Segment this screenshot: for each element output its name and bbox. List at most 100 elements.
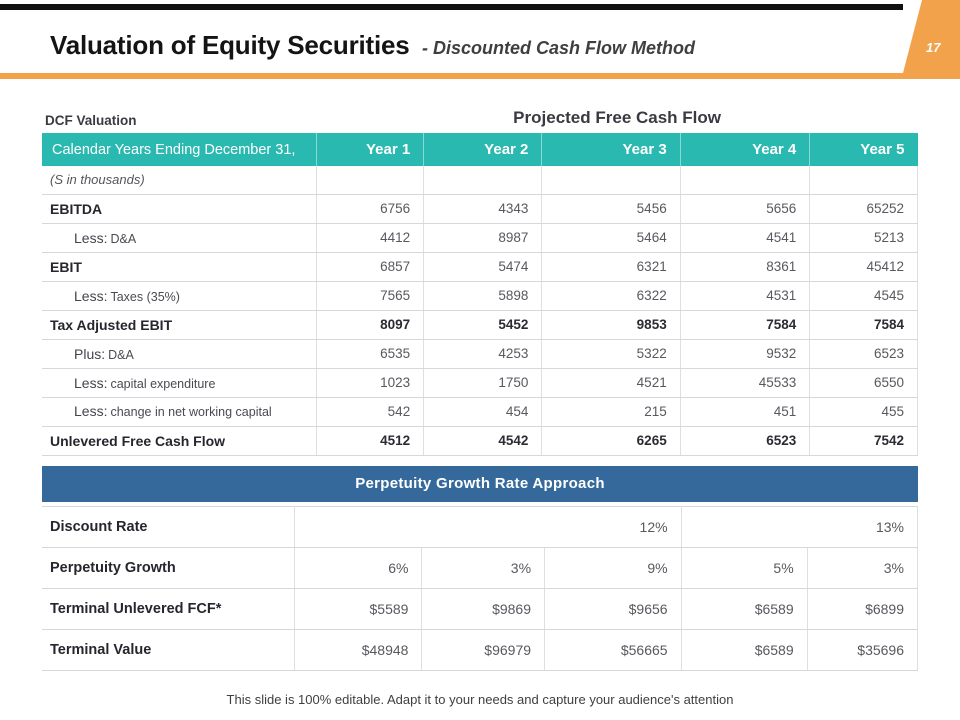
- dcf-valuation-label: DCF Valuation: [45, 113, 137, 128]
- value-cell: 5898: [423, 281, 543, 311]
- perpetuity-section-title: Perpetuity Growth Rate Approach: [42, 465, 918, 502]
- row-label-text: capital expenditure: [110, 376, 216, 391]
- value-cell: 6322: [541, 281, 681, 311]
- page-subtitle: - Discounted Cash Flow Method: [421, 38, 695, 58]
- value-cell: 45412: [809, 252, 918, 282]
- editable-note: This slide is 100% editable. Adapt it to…: [226, 692, 734, 707]
- value-cell: 4531: [680, 281, 811, 311]
- value-cell: 6535: [316, 339, 425, 369]
- value-cell: 4521: [541, 368, 681, 398]
- row-label: Perpetuity Growth: [42, 547, 295, 589]
- table-row-ebit: EBIT 6857 5474 6321 8361 45412: [42, 252, 918, 282]
- value-cell: 5456: [541, 194, 681, 224]
- row-label-prefix: Plus:: [74, 345, 106, 362]
- row-label-text: EBIT: [50, 258, 82, 275]
- value-cell: 5452: [423, 310, 543, 340]
- row-label-text: Taxes (35%): [110, 289, 180, 304]
- top-accent-bar: [0, 4, 903, 10]
- value-cell: 7584: [680, 310, 811, 340]
- value-cell: 1750: [423, 368, 543, 398]
- value-cell: 9%: [544, 547, 682, 589]
- units-row: (S in thousands): [42, 166, 918, 195]
- row-label: Tax Adjusted EBIT: [42, 310, 317, 340]
- row-label-text: D&A: [108, 347, 134, 362]
- row-label: Less: change in net working capital: [42, 397, 317, 427]
- empty-cell: [316, 166, 425, 195]
- value-cell: 4542: [423, 426, 543, 456]
- value-cell: $5589: [294, 588, 423, 630]
- row-label-text: EBITDA: [50, 200, 103, 217]
- row-label-text: change in net working capital: [110, 404, 272, 419]
- slide-content: DCF Valuation Projected Free Cash Flow C…: [42, 108, 919, 671]
- value-cell: $35696: [807, 629, 919, 671]
- dcf-table-heading: DCF Valuation Projected Free Cash Flow: [42, 108, 918, 128]
- value-cell: 5464: [541, 223, 681, 253]
- table-row-ebitda: EBITDA 6756 4343 5456 5656 65252: [42, 194, 918, 224]
- value-cell: 9532: [680, 339, 811, 369]
- value-cell: $48948: [294, 629, 423, 671]
- value-cell: 9853: [541, 310, 681, 340]
- value-cell: 6265: [541, 426, 681, 456]
- table-row-tax-adjusted-ebit: Tax Adjusted EBIT 8097 5452 9853 7584 75…: [42, 310, 918, 340]
- row-label: Discount Rate: [42, 505, 295, 548]
- value-cell: $96979: [421, 629, 546, 671]
- header-divider: [0, 73, 960, 79]
- table-row-less-taxes: Less: Taxes (35%) 7565 5898 6322 4531 454…: [42, 281, 918, 311]
- value-cell: 6%: [294, 547, 423, 589]
- row-label: Less: capital expenditure: [42, 368, 317, 398]
- empty-cell: [423, 166, 543, 195]
- value-cell: 1023: [316, 368, 425, 398]
- table-row-perpetuity-growth: Perpetuity Growth 6% 3% 9% 5% 3%: [42, 547, 919, 589]
- row-label-prefix: Less:: [74, 374, 108, 391]
- row-label-text: Tax Adjusted EBIT: [50, 316, 173, 333]
- table-row-unlevered-fcf: Unlevered Free Cash Flow 4512 4542 6265 …: [42, 426, 918, 456]
- row-label-text: Unlevered Free Cash Flow: [50, 432, 226, 449]
- empty-cell: [541, 166, 681, 195]
- value-cell: 4545: [809, 281, 918, 311]
- table-row-terminal-value: Terminal Value $48948 $96979 $56665 $658…: [42, 629, 919, 671]
- value-cell: 7542: [809, 426, 918, 456]
- row-label: Unlevered Free Cash Flow: [42, 426, 317, 456]
- row-label: Less: D&A: [42, 223, 317, 253]
- header-cell-year2: Year 2: [423, 133, 543, 166]
- row-label: Plus: D&A: [42, 339, 317, 369]
- value-cell: 7565: [316, 281, 425, 311]
- page-number: 17: [926, 40, 941, 55]
- value-cell: 5213: [809, 223, 918, 253]
- value-cell: $6589: [681, 588, 808, 630]
- value-cell: 4412: [316, 223, 425, 253]
- value-cell: 13%: [681, 505, 919, 548]
- header-cell-year4: Year 4: [680, 133, 811, 166]
- value-cell: 6857: [316, 252, 425, 282]
- page-title: Valuation of Equity Securities: [50, 30, 410, 60]
- row-label-prefix: Less:: [74, 287, 108, 304]
- perpetuity-table: Discount Rate 12% 13% Perpetuity Growth …: [42, 505, 919, 671]
- value-cell: 8361: [680, 252, 811, 282]
- value-cell: 8987: [423, 223, 543, 253]
- header-cell-year1: Year 1: [316, 133, 425, 166]
- value-cell: $6589: [681, 629, 808, 671]
- empty-cell: [680, 166, 811, 195]
- table-row-less-da: Less: D&A 4412 8987 5464 4541 5213: [42, 223, 918, 253]
- table-row-discount-rate: Discount Rate 12% 13%: [42, 505, 919, 548]
- row-label: EBITDA: [42, 194, 317, 224]
- page-number-tab: 17: [903, 0, 960, 73]
- row-label: Less: Taxes (35%): [42, 281, 317, 311]
- value-cell: 4512: [316, 426, 425, 456]
- value-cell: 6523: [809, 339, 918, 369]
- value-cell: 6523: [680, 426, 811, 456]
- value-cell: 542: [316, 397, 425, 427]
- value-cell: $9656: [544, 588, 682, 630]
- value-cell: 4343: [423, 194, 543, 224]
- row-label-prefix: Less:: [74, 402, 108, 419]
- value-cell: 455: [809, 397, 918, 427]
- empty-cell: [809, 166, 918, 195]
- table-row-less-capex: Less: capital expenditure 1023 1750 4521 …: [42, 368, 918, 398]
- value-cell: 454: [423, 397, 543, 427]
- header-cell-year3: Year 3: [541, 133, 681, 166]
- value-cell: 65252: [809, 194, 918, 224]
- perpetuity-section: Perpetuity Growth Rate Approach Discount…: [42, 465, 919, 671]
- value-cell: $6899: [807, 588, 919, 630]
- slide-header: Valuation of Equity Securities - Discoun…: [50, 30, 695, 61]
